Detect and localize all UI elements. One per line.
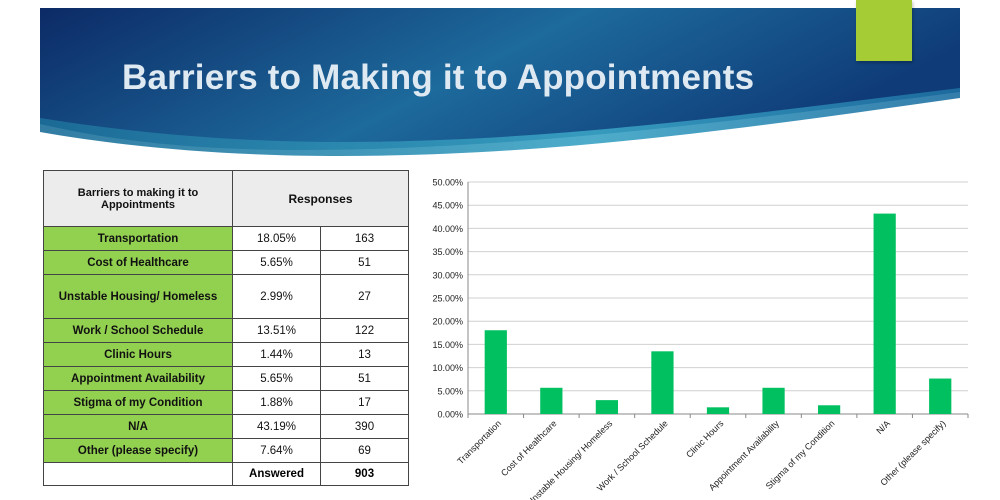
answered-label: Answered — [232, 462, 321, 486]
table-row: Cost of Healthcare 5.65% 51 — [43, 250, 409, 275]
y-tick-label: 5.00% — [437, 386, 463, 396]
row-label: Appointment Availability — [43, 366, 233, 391]
y-tick-label: 25.00% — [432, 294, 463, 304]
row-label: Clinic Hours — [43, 342, 233, 367]
x-tick-label: Clinic Hours — [684, 418, 726, 460]
bar — [540, 387, 563, 414]
bar — [818, 405, 841, 414]
accent-square — [856, 0, 912, 61]
x-tick-label: Cost of Healthcare — [499, 418, 559, 478]
row-percent: 5.65% — [232, 366, 321, 391]
row-percent: 2.99% — [232, 274, 321, 319]
row-label: N/A — [43, 414, 233, 439]
row-percent: 13.51% — [232, 318, 321, 343]
y-tick-label: 15.00% — [432, 340, 463, 350]
bar — [484, 330, 507, 414]
row-percent: 18.05% — [232, 226, 321, 251]
row-label: Transportation — [43, 226, 233, 251]
row-label: Other (please specify) — [43, 438, 233, 463]
row-percent: 43.19% — [232, 414, 321, 439]
bar — [929, 378, 952, 414]
barriers-column-header: Barriers to making it to Appointments — [43, 170, 233, 227]
y-tick-label: 20.00% — [432, 317, 463, 327]
table-row: Clinic Hours 1.44% 13 — [43, 342, 409, 367]
answered-count: 903 — [320, 462, 409, 486]
row-count: 17 — [320, 390, 409, 415]
answered-row: Answered 903 — [43, 462, 409, 486]
row-count: 122 — [320, 318, 409, 343]
barriers-table: Barriers to making it to Appointments Re… — [43, 170, 409, 486]
row-count: 13 — [320, 342, 409, 367]
table-row: Transportation 18.05% 163 — [43, 226, 409, 251]
y-tick-label: 45.00% — [432, 201, 463, 211]
y-tick-label: 35.00% — [432, 247, 463, 257]
barriers-bar-chart: 0.00% 5.00% 10.00% 15.00% 20.00% 25.00% 30.00%… — [432, 178, 969, 500]
row-count: 51 — [320, 250, 409, 275]
table-row: N/A 43.19% 390 — [43, 414, 409, 439]
row-label: Unstable Housing/ Homeless — [43, 274, 233, 319]
row-count: 69 — [320, 438, 409, 463]
x-tick-label: N/A — [874, 418, 892, 436]
row-count: 27 — [320, 274, 409, 319]
table-row: Other (please specify) 7.64% 69 — [43, 438, 409, 463]
y-tick-label: 30.00% — [432, 270, 463, 280]
table-row: Unstable Housing/ Homeless 2.99% 27 — [43, 274, 409, 319]
row-label: Stigma of my Condition — [43, 390, 233, 415]
row-percent: 7.64% — [232, 438, 321, 463]
y-tick-label: 0.00% — [437, 410, 463, 420]
y-tick-label: 50.00% — [432, 178, 463, 188]
row-percent: 1.88% — [232, 390, 321, 415]
slide-title: Barriers to Making it to Appointments — [122, 58, 755, 97]
table-row: Work / School Schedule 13.51% 122 — [43, 318, 409, 343]
bar — [762, 387, 785, 414]
row-label: Cost of Healthcare — [43, 250, 233, 275]
bar — [706, 407, 730, 414]
row-count: 390 — [320, 414, 409, 439]
title-banner — [40, 8, 960, 156]
bar — [595, 400, 618, 414]
row-percent: 1.44% — [232, 342, 321, 367]
row-label: Work / School Schedule — [43, 318, 233, 343]
table-row: Stigma of my Condition 1.88% 17 — [43, 390, 409, 415]
bar — [651, 351, 674, 414]
row-count: 51 — [320, 366, 409, 391]
table-header-row: Barriers to making it to Appointments Re… — [43, 170, 409, 227]
responses-column-header: Responses — [232, 170, 409, 227]
bar — [873, 213, 896, 414]
row-percent: 5.65% — [232, 250, 321, 275]
x-tick-label: Transportation — [455, 418, 503, 466]
row-count: 163 — [320, 226, 409, 251]
table-row: Appointment Availability 5.65% 51 — [43, 366, 409, 391]
y-tick-label: 10.00% — [432, 363, 463, 373]
y-tick-label: 40.00% — [432, 224, 463, 234]
answered-empty-cell — [43, 462, 233, 486]
